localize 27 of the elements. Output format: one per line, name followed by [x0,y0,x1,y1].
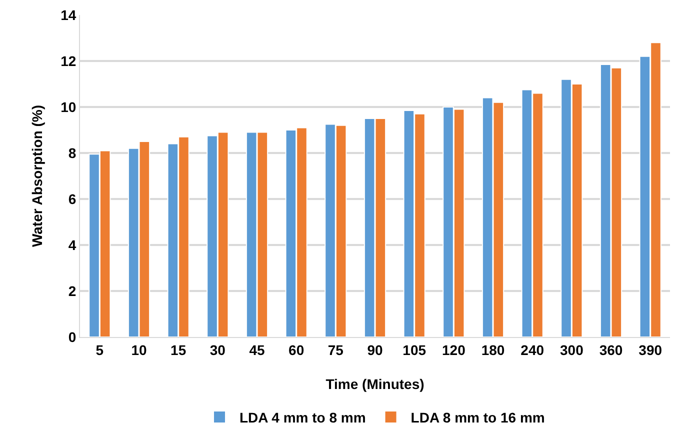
y-tick-label: 14 [60,6,76,23]
x-tick-label: 60 [288,342,304,358]
x-tick-label: 180 [481,342,505,358]
x-tick-label: 10 [131,342,147,358]
y-tick-label: 6 [68,190,76,207]
x-tick-label: 360 [599,342,623,358]
y-tick-label: 8 [68,144,76,161]
x-tick-label: 105 [402,342,426,358]
x-tick-label: 300 [560,342,584,358]
x-axis-title: Time (Minutes) [326,376,424,392]
x-tick-label: 120 [442,342,466,358]
x-tick-label: 240 [520,342,544,358]
x-tick-label: 390 [638,342,662,358]
x-tick-label: 75 [328,342,344,358]
x-tick-label: 15 [170,342,186,358]
y-tick-label: 10 [60,98,76,115]
y-axis-title: Water Absorption (%) [29,104,45,248]
x-tick-label: 45 [249,342,265,358]
legend-label: LDA 8 mm to 16 mm [410,409,545,426]
y-tick-label: 2 [68,282,76,299]
x-tick-label: 90 [367,342,383,358]
x-tick-label: 5 [96,342,104,358]
y-tick-label: 4 [68,236,76,253]
x-tick-label: 30 [210,342,226,358]
y-tick-label: 12 [60,52,76,69]
y-tick-label: 0 [68,328,76,345]
legend-label: LDA 4 mm to 8 mm [240,409,366,426]
